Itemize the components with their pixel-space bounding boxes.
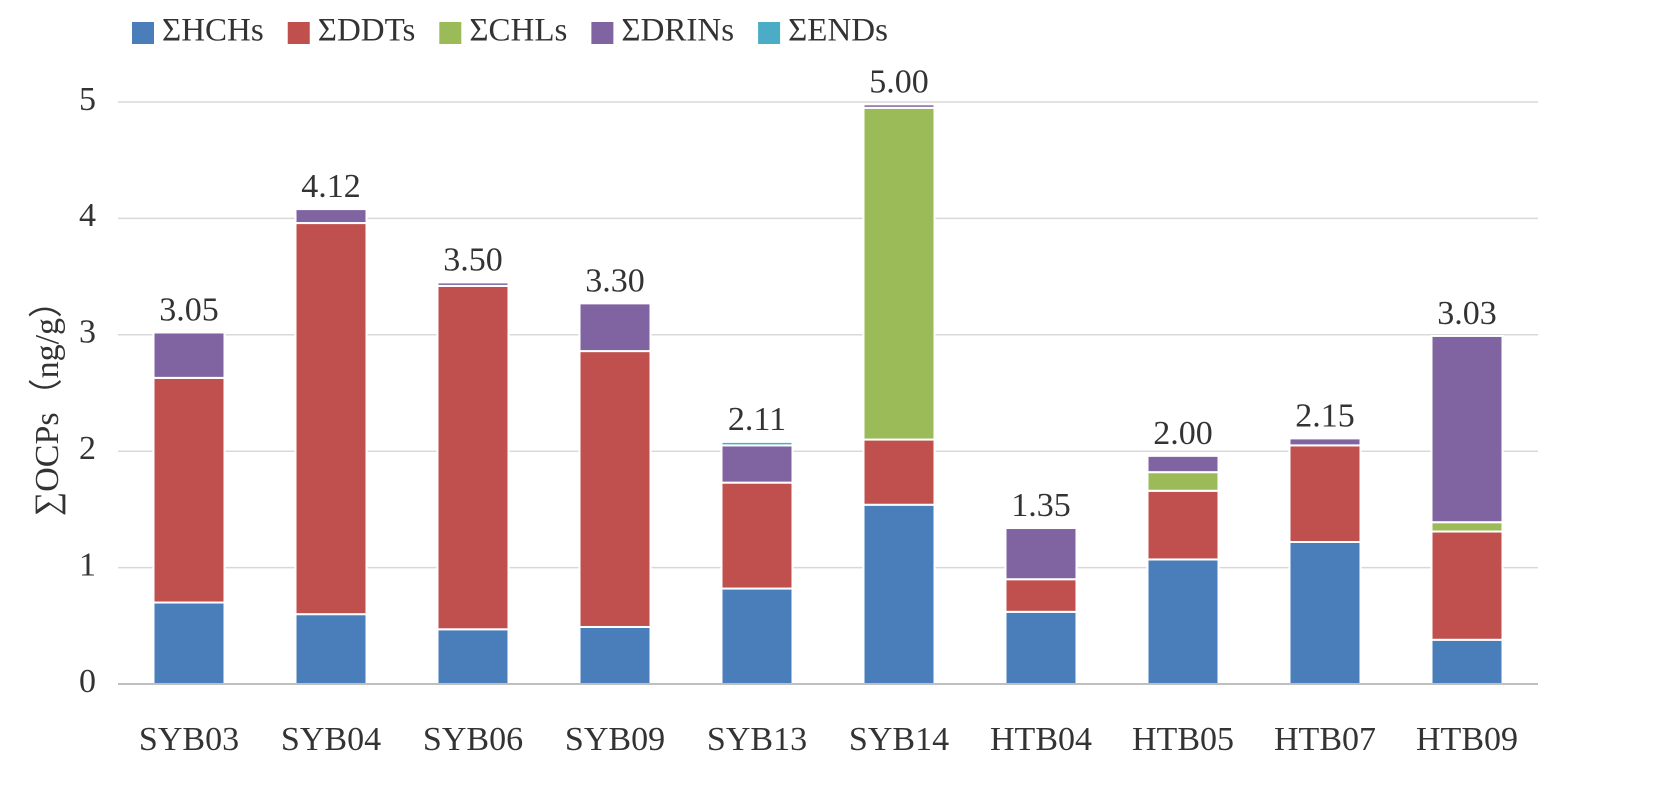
legend-swatch	[439, 22, 462, 44]
bar-segment	[152, 331, 226, 379]
legend-label: ΣDDTs	[318, 13, 416, 49]
x-tick-label: HTB05	[1132, 721, 1234, 758]
legend-swatch	[132, 22, 154, 44]
bar-segment	[720, 444, 794, 484]
bar-segment	[1004, 578, 1078, 613]
bar-segment	[1004, 610, 1078, 685]
bar-total-label: 3.05	[159, 291, 219, 328]
bar-total-label: 2.15	[1295, 397, 1355, 434]
bar-total-label: 3.30	[585, 262, 645, 299]
bar-total-label: 3.03	[1437, 295, 1497, 332]
bar-segment	[862, 503, 936, 685]
bar-segment	[294, 208, 368, 225]
x-tick-label: SYB04	[281, 721, 381, 758]
x-tick-label: SYB13	[707, 721, 807, 758]
bar-segment	[578, 302, 652, 353]
bar-segment	[578, 350, 652, 628]
bar-segment	[1146, 558, 1220, 686]
bar-segment	[1430, 530, 1504, 641]
bar-segment	[1146, 489, 1220, 561]
x-tick-label: HTB09	[1416, 721, 1518, 758]
bar-total-label: 5.00	[869, 63, 929, 100]
y-tick-label: 1	[79, 546, 96, 583]
bar-segment	[152, 601, 226, 686]
bar-segment	[1430, 521, 1504, 533]
bar-segment	[294, 222, 368, 616]
bar-total-label: 2.00	[1153, 415, 1213, 452]
bar-segment	[1430, 638, 1504, 686]
bar-segment	[720, 587, 794, 685]
x-tick-label: SYB06	[423, 721, 523, 758]
bar-segment	[862, 438, 936, 506]
bar-segment	[1288, 437, 1362, 447]
legend-swatch	[591, 22, 614, 44]
bar-total-label: 2.11	[728, 401, 786, 438]
bar-segment	[862, 103, 936, 109]
bar-segment	[720, 481, 794, 590]
y-tick-label: 3	[79, 314, 96, 351]
x-tick-label: HTB04	[990, 721, 1092, 758]
y-tick-label: 0	[79, 663, 96, 700]
bar-segment	[578, 625, 652, 685]
y-axis-title: ∑OCPs（ng/g）	[28, 284, 66, 516]
bar-segment	[1288, 540, 1362, 685]
labels: 0 1 2 3 4 5 3.05 SYB03 4.12 SYB04 3.50 SYB06 3.30 SYB…	[79, 63, 1518, 757]
bar-total-label: 1.35	[1011, 487, 1071, 524]
bar-segment	[436, 284, 510, 631]
bar-total-label: 3.50	[443, 241, 503, 278]
x-tick-label: SYB14	[849, 721, 949, 758]
bar-segment	[862, 106, 936, 441]
legend-label: ΣENDs	[788, 13, 888, 49]
legend-label: ΣDRINs	[621, 13, 734, 49]
x-tick-label: SYB03	[139, 721, 239, 758]
legend: ΣHCHs ΣDDTs ΣCHLs ΣDRINs ΣENDs	[132, 13, 888, 49]
y-tick-label: 5	[79, 81, 96, 118]
bar-segment	[1146, 454, 1220, 474]
bar-total-label: 4.12	[301, 168, 361, 205]
bar-segment	[152, 376, 226, 604]
bar-segment	[1146, 471, 1220, 492]
bar-segment	[1004, 527, 1078, 581]
legend-swatch	[287, 22, 310, 44]
legend-label: ΣCHLs	[469, 13, 567, 49]
bar-segment	[436, 628, 510, 685]
y-tick-label: 4	[79, 197, 96, 234]
legend-label: ΣHCHs	[162, 13, 264, 49]
bar-segment	[436, 281, 510, 287]
x-tick-label: HTB07	[1274, 721, 1376, 758]
legend-swatch	[758, 22, 781, 44]
bars	[152, 103, 1504, 686]
bar-segment	[294, 613, 368, 685]
bar-segment	[720, 440, 794, 447]
x-tick-label: SYB09	[565, 721, 665, 758]
y-tick-label: 2	[79, 430, 96, 467]
bar-segment	[1430, 334, 1504, 524]
bar-segment	[1288, 444, 1362, 543]
